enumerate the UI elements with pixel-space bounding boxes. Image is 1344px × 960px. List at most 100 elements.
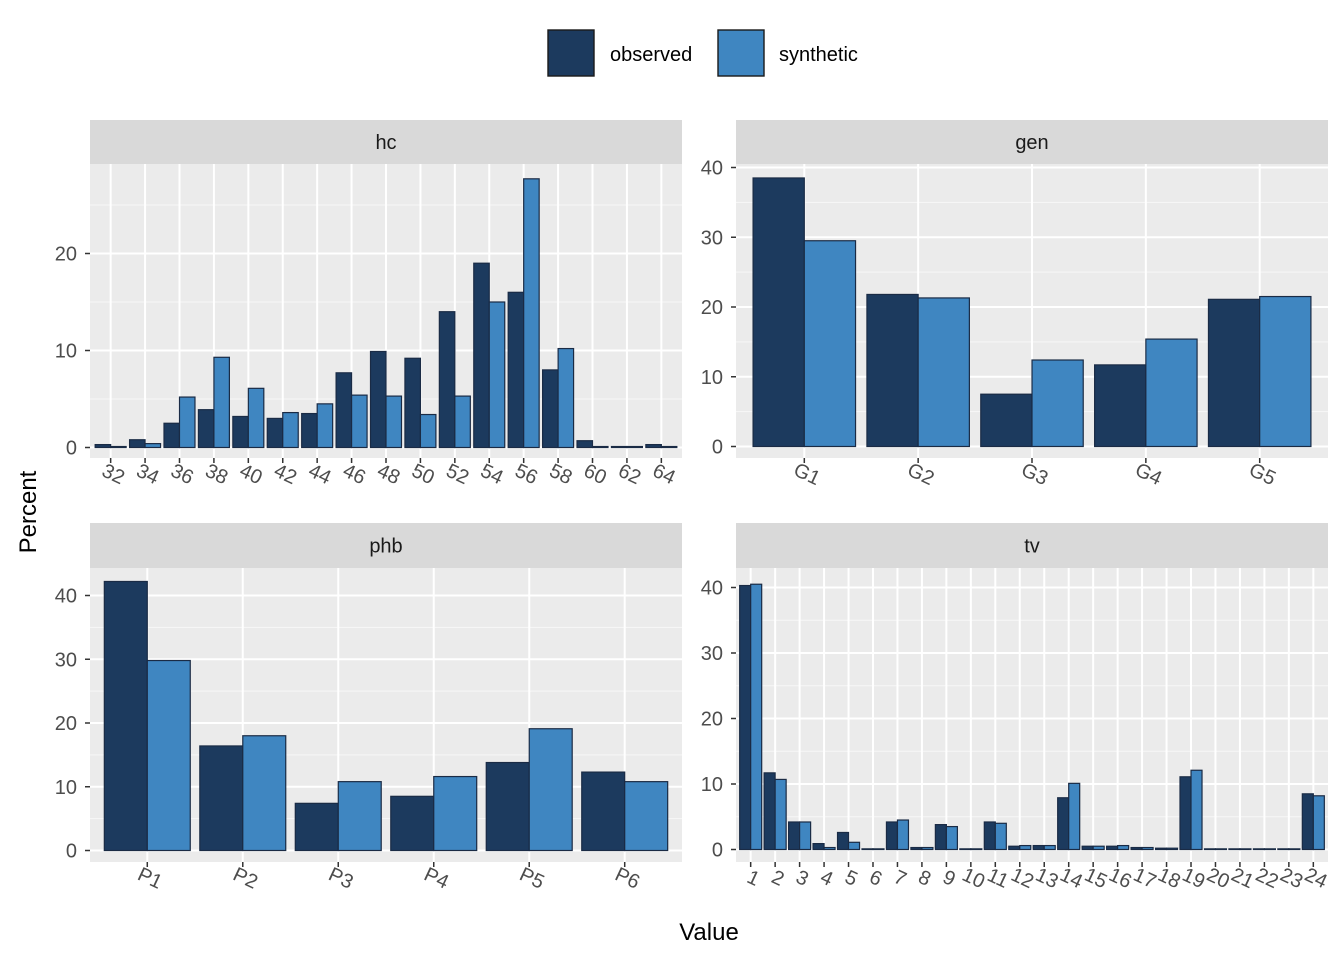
bar-synthetic-G2 <box>917 297 970 448</box>
bar-observed-P5 <box>485 761 530 852</box>
bar-synthetic-40 <box>247 387 265 449</box>
bar-observed-22 <box>1252 848 1265 851</box>
x-tick-label: 58 <box>546 460 575 489</box>
bar-synthetic-15 <box>1092 845 1105 851</box>
panel-phb: phb 0 10 20 30 40 P1 P2 P3 P4 P5 P6 <box>55 523 682 894</box>
x-axis-title: Value <box>679 919 739 946</box>
x-tick-label: 46 <box>339 460 368 489</box>
bar-synthetic-34 <box>144 443 162 449</box>
bar-observed-11 <box>983 821 996 851</box>
bar-synthetic-24 <box>1312 795 1325 851</box>
bar-observed-G2 <box>866 293 919 448</box>
bar-observed-12 <box>1008 845 1021 851</box>
facet-strip-label: tv <box>1024 536 1040 558</box>
bar-synthetic-32 <box>110 445 127 449</box>
bar-synthetic-60 <box>591 445 609 449</box>
x-tick-label: 7 <box>890 866 909 891</box>
x-tick-label: 48 <box>374 460 403 489</box>
bar-observed-23 <box>1277 848 1290 851</box>
facet-strip-label: hc <box>375 132 396 154</box>
x-tick-label: P4 <box>421 863 452 893</box>
x-tick-label: 17 <box>1130 864 1159 893</box>
bar-observed-20 <box>1203 848 1217 851</box>
bar-observed-13 <box>1032 844 1045 851</box>
bar-observed-64 <box>645 443 662 449</box>
bar-observed-G3 <box>980 393 1033 448</box>
bar-synthetic-14 <box>1068 782 1081 851</box>
bar-synthetic-56 <box>523 178 540 449</box>
x-tick-label: P6 <box>612 863 643 893</box>
x-tick-label: 20 <box>1203 864 1232 893</box>
bar-observed-G4 <box>1094 364 1147 448</box>
bar-observed-9 <box>934 824 947 851</box>
y-tick-label: 10 <box>55 777 77 799</box>
x-tick-label: G2 <box>904 459 937 490</box>
bar-observed-G1 <box>752 177 805 448</box>
bar-observed-34 <box>128 439 146 449</box>
bar-synthetic-38 <box>213 356 230 449</box>
x-tick-label: 23 <box>1277 864 1306 893</box>
facet-strip <box>736 120 1328 164</box>
bar-synthetic-46 <box>350 394 368 449</box>
bar-observed-42 <box>266 417 284 449</box>
x-tick-label: 8 <box>915 866 934 891</box>
x-tick-label: G3 <box>1018 459 1051 490</box>
bar-synthetic-6 <box>872 848 885 851</box>
bar-observed-50 <box>404 357 422 449</box>
x-tick-label: 6 <box>866 866 885 891</box>
bar-synthetic-19 <box>1190 769 1203 851</box>
bar-synthetic-18 <box>1165 847 1179 851</box>
bar-synthetic-4 <box>823 846 836 851</box>
bar-observed-1 <box>739 584 752 851</box>
bar-synthetic-20 <box>1214 848 1228 851</box>
x-tick-label: 1 <box>744 866 763 891</box>
bar-observed-56 <box>507 291 525 449</box>
x-tick-label: 42 <box>271 460 300 489</box>
bar-observed-48 <box>369 350 387 449</box>
x-tick-label: 54 <box>477 460 506 489</box>
y-tick-label: 0 <box>66 438 77 460</box>
bar-synthetic-1 <box>750 583 763 851</box>
bar-synthetic-11 <box>994 822 1007 851</box>
x-tick-label: 36 <box>167 460 196 489</box>
facet-strip <box>90 120 682 164</box>
bar-synthetic-P5 <box>528 728 573 852</box>
legend-label-synthetic: synthetic <box>779 44 858 66</box>
x-tick-label: G5 <box>1245 459 1278 490</box>
bar-observed-19 <box>1179 776 1192 851</box>
x-tick-label: 3 <box>792 866 811 891</box>
x-tick-label: 5 <box>841 866 860 891</box>
y-tick-label: 20 <box>701 709 723 731</box>
bar-synthetic-3 <box>799 821 812 851</box>
y-tick-label: 10 <box>701 367 723 389</box>
x-tick-label: G1 <box>790 459 823 490</box>
y-tick-label: 30 <box>701 227 723 249</box>
legend-key-synthetic <box>717 29 765 77</box>
bar-observed-7 <box>885 821 899 851</box>
bar-synthetic-22 <box>1263 848 1277 851</box>
x-tick-label: 18 <box>1154 864 1183 893</box>
bar-observed-32 <box>94 443 112 449</box>
bar-observed-54 <box>473 262 490 449</box>
bar-observed-46 <box>335 372 353 449</box>
y-tick-label: 0 <box>712 840 723 862</box>
bar-observed-P3 <box>294 802 339 852</box>
y-tick-label: 30 <box>701 643 723 665</box>
bar-synthetic-7 <box>896 819 910 851</box>
bar-observed-62 <box>610 445 628 449</box>
bar-observed-P4 <box>390 795 435 852</box>
facet-strip <box>736 523 1328 568</box>
bar-observed-4 <box>812 843 825 851</box>
x-tick-label: 22 <box>1252 864 1281 893</box>
y-tick-label: 20 <box>55 244 77 266</box>
bar-synthetic-G3 <box>1031 359 1084 448</box>
bar-observed-44 <box>301 412 318 449</box>
x-tick-label: 19 <box>1179 864 1208 893</box>
x-tick-label: 4 <box>817 866 836 891</box>
bar-synthetic-21 <box>1239 848 1252 851</box>
x-tick-label: 2 <box>768 866 787 891</box>
x-tick-label: P5 <box>516 863 547 893</box>
y-tick-label: 40 <box>701 158 723 180</box>
x-tick-label: G4 <box>1132 459 1165 490</box>
